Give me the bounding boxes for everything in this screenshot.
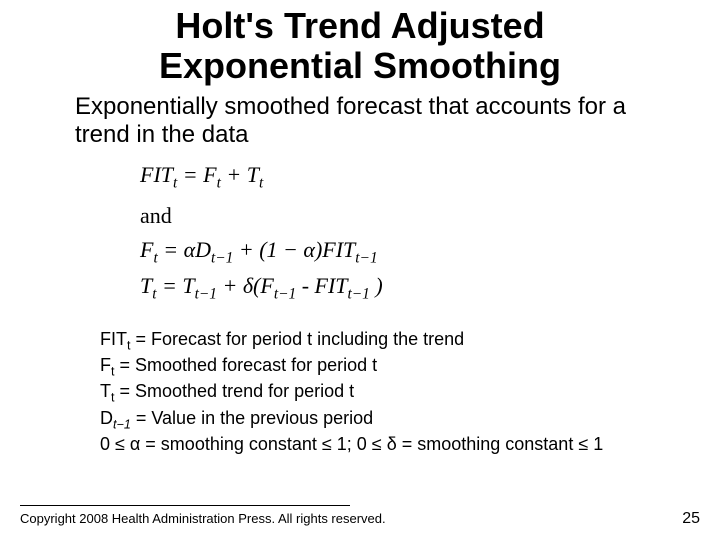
equation-1: FITt = Ft + Tt: [140, 162, 720, 192]
footer: Copyright 2008 Health Administration Pre…: [20, 505, 700, 528]
def-4: Dt−1 = Value in the previous period: [100, 407, 720, 433]
eq2-lhs: F: [140, 237, 153, 262]
title-line-2: Exponential Smoothing: [0, 46, 720, 86]
equation-2: Ft = αDt−1 + (1 − α)FITt−1: [140, 237, 720, 267]
copyright-text: Copyright 2008 Health Administration Pre…: [20, 511, 386, 526]
def-1: FITt = Forecast for period t including t…: [100, 328, 720, 354]
page-number: 25: [682, 510, 700, 528]
eq2-mid2: + (1 − α)FIT: [233, 237, 355, 262]
def2-b: = Smoothed forecast for period t: [115, 355, 378, 375]
def4-s: t−1: [113, 417, 131, 431]
eq2-mid1: = αD: [158, 237, 211, 262]
def3-a: T: [100, 381, 111, 401]
eq2-sub3: t−1: [355, 249, 377, 266]
def-3: Tt = Smoothed trend for period t: [100, 380, 720, 406]
def4-b: = Value in the previous period: [131, 408, 373, 428]
eq1-sub3: t: [259, 175, 263, 192]
def1-b: = Forecast for period t including the tr…: [131, 329, 465, 349]
eq3-end: ): [370, 273, 383, 298]
eq3-mid3: - FIT: [296, 273, 347, 298]
def1-a: FIT: [100, 329, 127, 349]
slide-title: Holt's Trend Adjusted Exponential Smooth…: [0, 0, 720, 85]
def-2: Ft = Smoothed forecast for period t: [100, 354, 720, 380]
definitions-block: FITt = Forecast for period t including t…: [0, 310, 720, 456]
eq3-mid2: + δ(F: [217, 273, 274, 298]
eq2-sub2: t−1: [211, 249, 233, 266]
eq3-sub2: t−1: [195, 286, 217, 303]
eq3-lhs: T: [140, 273, 152, 298]
eq3-sub3: t−1: [274, 286, 296, 303]
title-line-1: Holt's Trend Adjusted: [0, 6, 720, 46]
equation-and: and: [140, 203, 720, 229]
slide-subtitle: Exponentially smoothed forecast that acc…: [0, 85, 720, 148]
def2-a: F: [100, 355, 111, 375]
equations-block: FITt = Ft + Tt and Ft = αDt−1 + (1 − α)F…: [0, 148, 720, 303]
eq1-mid: = F: [177, 162, 216, 187]
eq1-lhs: FIT: [140, 162, 173, 187]
def4-a: D: [100, 408, 113, 428]
def-5: 0 ≤ α = smoothing constant ≤ 1; 0 ≤ δ = …: [100, 433, 720, 456]
eq3-sub4: t−1: [348, 286, 370, 303]
eq3-mid1: = T: [157, 273, 195, 298]
equation-3: Tt = Tt−1 + δ(Ft−1 - FITt−1 ): [140, 273, 720, 303]
eq1-mid2: + T: [221, 162, 259, 187]
def3-b: = Smoothed trend for period t: [115, 381, 355, 401]
footer-divider: [20, 505, 350, 506]
